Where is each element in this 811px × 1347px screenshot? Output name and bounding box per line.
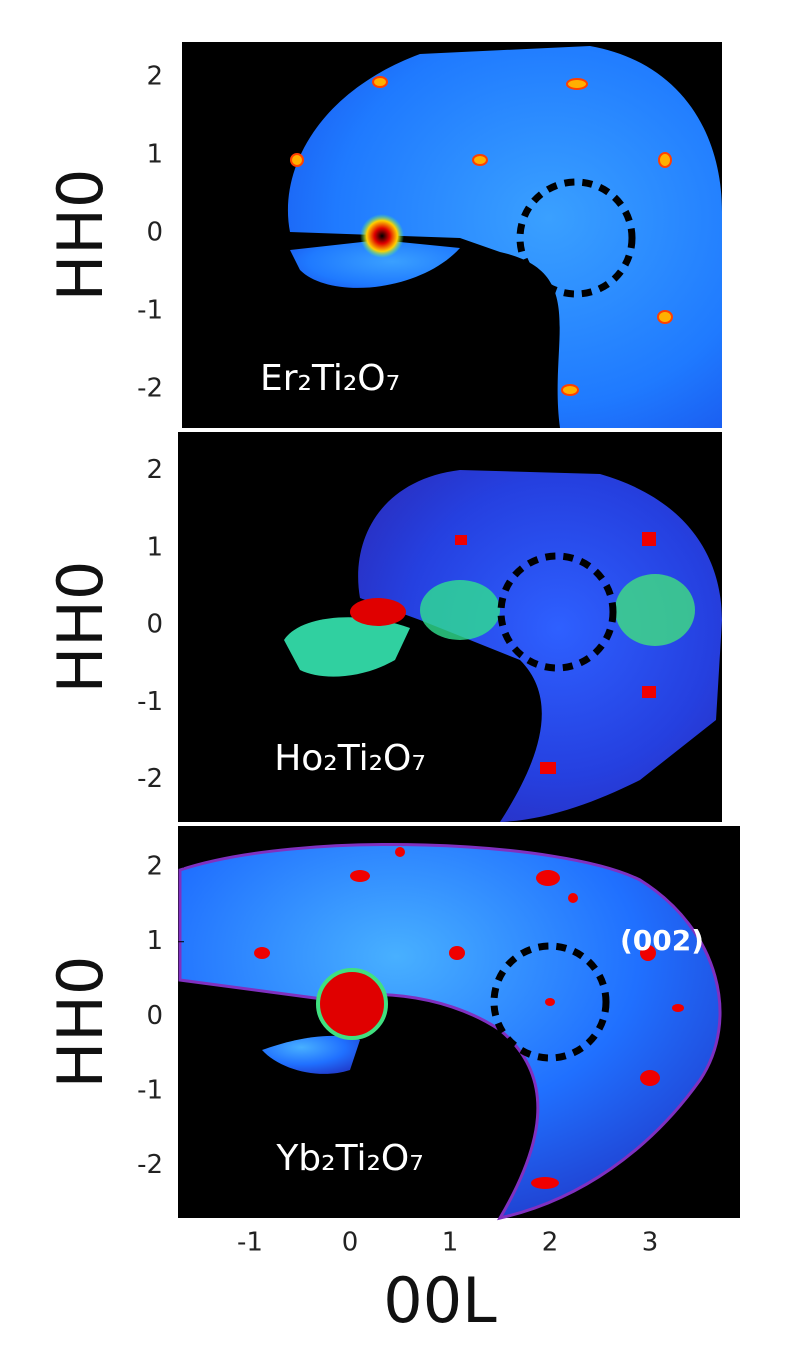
y-tick-label: 2 [146,852,163,882]
y-axis-label: HH0 [44,561,117,694]
y-tick-label: 0 [146,1001,163,1031]
x-axis-label: 00L [383,1264,497,1337]
highlight-circle [490,942,610,1062]
annotation: (002) [620,924,704,957]
y-tick-label: -1 [137,1076,163,1106]
y-tick-label: -2 [137,764,163,794]
peak [316,968,388,1040]
map [262,1035,360,1074]
y-axis-label: HH0 [44,956,117,1089]
peaks [290,76,673,396]
y-tick-label: -2 [137,374,163,404]
y-tick-label: 2 [146,62,163,92]
panel [178,826,740,1221]
blob [420,580,500,640]
x-tick-label: 1 [442,1228,459,1258]
x-tick-label: 2 [542,1228,559,1258]
compound-label: Yb₂Ti₂O₇ [275,1138,423,1179]
peaks [455,532,656,774]
y-tick-label: 2 [146,455,163,485]
y-tick-label: 1 [146,140,163,170]
mask [668,1218,748,1238]
y-tick-label: -1 [137,687,163,717]
panel [178,432,722,822]
y-tick-label: 1 [146,926,163,956]
compound-label: Er₂Ti₂O₇ [260,358,400,399]
y-tick-label: -1 [137,296,163,326]
y-axis-label: HH0 [44,169,117,302]
peak [350,598,406,626]
peak [360,214,404,258]
x-tick-label: -1 [237,1228,263,1258]
map [358,470,722,822]
x-tick-label: 3 [642,1228,659,1258]
map [284,617,410,677]
highlight-circle [497,552,617,672]
map [287,46,722,428]
y-tick-label: 1 [146,532,163,562]
y-tick-label: 0 [146,218,163,248]
peaks [254,847,684,1189]
panel [182,42,722,428]
y-tick-label: -2 [137,1150,163,1180]
highlight-circle [516,178,636,298]
blob [615,574,695,646]
map [290,240,460,288]
y-tick-label: 0 [146,610,163,640]
compound-label: Ho₂Ti₂O₇ [274,738,426,779]
x-tick-label: 0 [342,1228,359,1258]
